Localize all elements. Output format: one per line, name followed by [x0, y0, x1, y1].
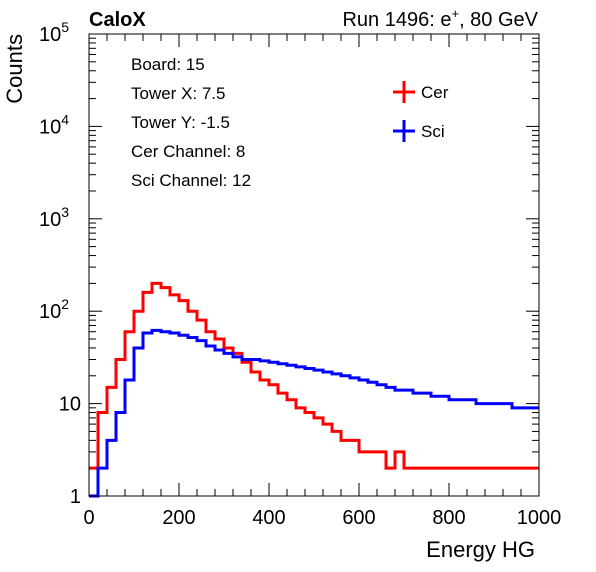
y-tick-label: 103: [39, 204, 69, 231]
x-tick-label: 600: [342, 507, 375, 529]
info-board: Board: 15: [131, 55, 205, 74]
y-tick-label: 105: [39, 19, 69, 46]
info-box: Board: 15 Tower X: 7.5 Tower Y: -1.5 Cer…: [131, 55, 251, 190]
chart-title-right: Run 1496: e+, 80 GeV: [342, 6, 538, 31]
plot-frame: [88, 33, 540, 497]
axis-ticks: 0 200 400 600 800 1000 1 10 102 103 104 105: [39, 19, 561, 529]
info-sci-channel: Sci Channel: 12: [131, 171, 251, 190]
info-tower-y: Tower Y: -1.5: [131, 113, 230, 132]
info-tower-x: Tower X: 7.5: [131, 84, 226, 103]
y-tick-label: 10: [59, 394, 81, 416]
series-cer-line: [89, 281, 539, 470]
x-tick-label: 1000: [517, 507, 562, 529]
x-tick-label: 400: [252, 507, 285, 529]
y-tick-label: 1: [70, 486, 81, 508]
chart-title-left: CaloX: [89, 9, 146, 31]
legend-label-sci: Sci: [421, 122, 445, 141]
legend-marker-cer: [393, 81, 415, 103]
info-cer-channel: Cer Channel: 8: [131, 142, 245, 161]
x-tick-label: 0: [83, 507, 94, 529]
y-axis-label: Counts: [2, 34, 27, 104]
legend-marker-sci: [393, 120, 415, 142]
y-tick-label: 104: [39, 111, 69, 138]
legend-label-cer: Cer: [421, 83, 449, 102]
x-axis-label: Energy HG: [426, 537, 535, 562]
y-tick-label: 102: [39, 296, 69, 323]
data-series: [89, 281, 539, 498]
x-tick-label: 800: [432, 507, 465, 529]
legend: Cer Sci: [393, 81, 449, 142]
x-tick-label: 200: [162, 507, 195, 529]
series-sci-line: [89, 328, 539, 498]
